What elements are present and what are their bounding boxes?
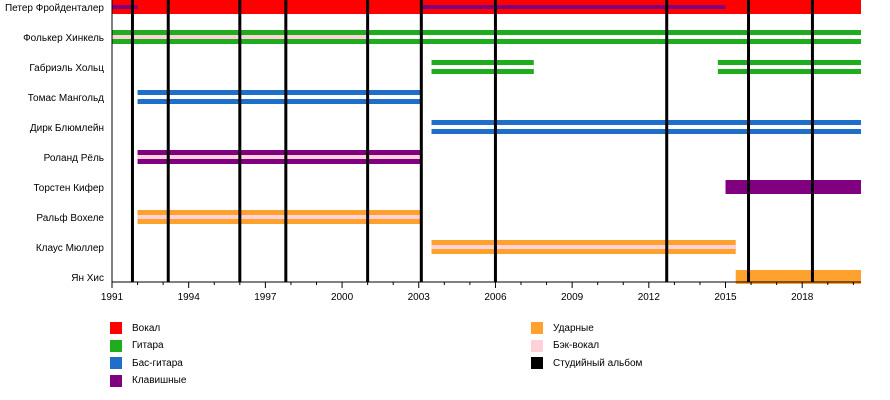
x-tick-label: 2003 bbox=[408, 292, 431, 300]
member-bar bbox=[725, 180, 861, 194]
x-tick-label: 2009 bbox=[561, 292, 584, 300]
member-name-label: Ральф Вохеле bbox=[36, 212, 104, 224]
legend-swatch bbox=[110, 374, 122, 387]
legend-label: Бас-гитара bbox=[132, 357, 183, 369]
x-tick-label: 2012 bbox=[638, 292, 661, 300]
x-tick-label: 1994 bbox=[178, 292, 201, 300]
member-bar-secondary bbox=[421, 5, 726, 9]
legend-label: Ударные bbox=[553, 322, 594, 334]
member-name-label: Роланд Рёль bbox=[44, 153, 104, 164]
bar-center-stripe bbox=[431, 125, 861, 129]
legend-label: Бэк-вокал bbox=[553, 340, 600, 351]
member-name-label: Томас Мангольд bbox=[28, 93, 104, 104]
member-name-label: Клаус Мюллер bbox=[36, 243, 105, 254]
legend-item: Гитара bbox=[110, 339, 164, 352]
legend-swatch bbox=[531, 357, 543, 369]
legend-label: Клавишные bbox=[132, 375, 187, 386]
x-tick-label: 1991 bbox=[101, 292, 124, 300]
x-tick-label: 2018 bbox=[791, 292, 814, 300]
member-name-label: Дирк Блюмлейн bbox=[30, 123, 104, 134]
legend-item: Вокал bbox=[110, 322, 160, 334]
member-name-label: Ян Хис bbox=[71, 273, 104, 284]
bar-center-stripe bbox=[431, 65, 534, 69]
legend-swatch bbox=[531, 339, 543, 352]
legend-item: Ударные bbox=[531, 322, 594, 334]
bar-center-stripe bbox=[717, 65, 861, 69]
legend-label: Гитара bbox=[132, 340, 164, 351]
member-name-label: Торстен Кифер bbox=[33, 182, 104, 194]
legend-label: Вокал bbox=[132, 322, 161, 334]
legend-swatch bbox=[531, 322, 543, 334]
legend-swatch bbox=[110, 357, 122, 369]
band-timeline-chart: 1991 1994 1997 2000 2003 2006 2009 2012 2015 2018… bbox=[5, 0, 861, 300]
bar-center-stripe bbox=[367, 35, 861, 39]
member-bar-secondary bbox=[112, 5, 138, 9]
x-tick-label: 2015 bbox=[714, 292, 737, 300]
legend-label: Студийный альбом bbox=[553, 357, 643, 369]
bar-center-stripe bbox=[137, 95, 422, 99]
backing-vocals-stripe bbox=[137, 155, 422, 159]
member-name-label: Габриэль Хольц bbox=[29, 62, 104, 74]
x-tick-label: 1997 bbox=[254, 292, 277, 300]
legend-item: Бэк-вокал bbox=[531, 339, 600, 352]
x-tick-label: 2000 bbox=[331, 292, 354, 300]
member-name-label: Фолькер Хинкель bbox=[23, 33, 104, 44]
legend-swatch bbox=[110, 339, 122, 352]
backing-vocals-stripe bbox=[431, 245, 736, 249]
member-name-label: Петер Фройденталер bbox=[5, 3, 104, 14]
x-tick-label: 2006 bbox=[484, 292, 507, 300]
legend-item: Бас-гитара bbox=[110, 357, 183, 369]
backing-vocals-stripe bbox=[137, 215, 422, 219]
member-bar bbox=[735, 270, 861, 284]
legend-item: Студийный альбом bbox=[531, 357, 642, 369]
legend-item: Клавишные bbox=[110, 374, 187, 387]
legend-swatch bbox=[110, 322, 122, 334]
